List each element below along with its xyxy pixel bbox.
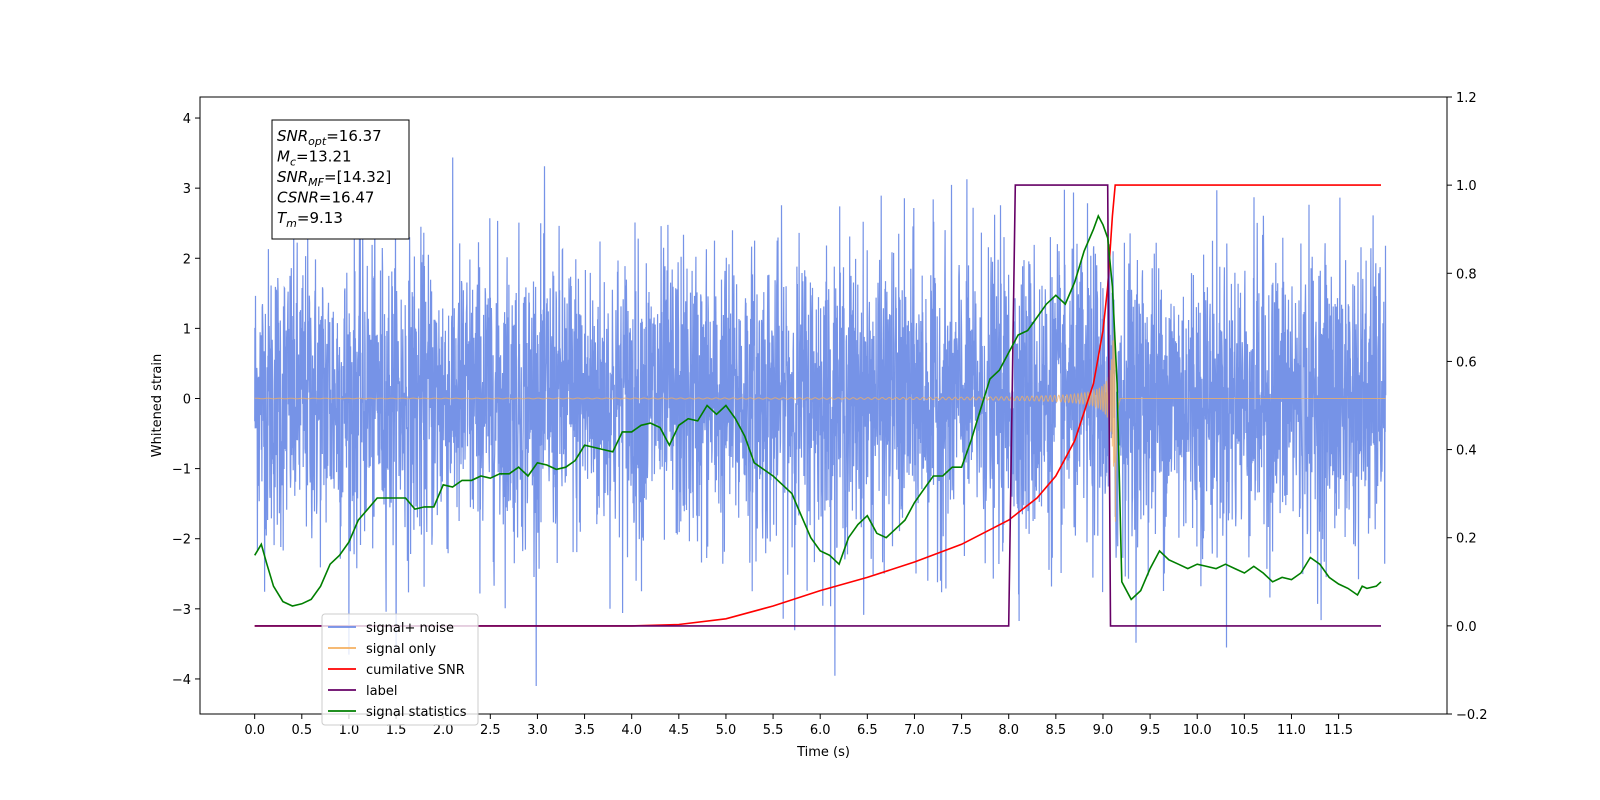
y-right-tick-label: 0.0: [1456, 620, 1477, 635]
x-tick-label: 6.5: [857, 723, 878, 738]
y-right-tick-label: 0.8: [1456, 267, 1477, 282]
info-value: =16.37: [326, 127, 382, 145]
y-left-tick-label: 4: [183, 112, 191, 127]
info-line: SNRMF=[14.32]: [277, 168, 391, 189]
x-tick-label: 6.0: [810, 723, 831, 738]
series-label: [254, 184, 1381, 627]
x-tick-label: 0.0: [244, 723, 265, 738]
x-tick-label: 2.5: [480, 723, 501, 738]
series-signal-noise: [254, 157, 1387, 687]
y-left-tick-label: 1: [183, 322, 191, 337]
info-line: CSNR=16.47: [277, 189, 374, 207]
y-left-tick-label: −4: [172, 673, 191, 688]
info-line: SNRopt=16.37: [277, 127, 382, 148]
y-left-tick-label: 3: [183, 182, 191, 197]
x-tick-label: 10.0: [1183, 723, 1212, 738]
info-subscript: opt: [308, 135, 327, 148]
legend-frame: [321, 613, 479, 726]
info-symbol: T: [277, 209, 288, 227]
x-tick-label: 2.0: [433, 723, 454, 738]
x-tick-label: 8.0: [998, 723, 1019, 738]
x-tick-label: 5.0: [716, 723, 737, 738]
x-axis-label: Time (s): [796, 745, 850, 760]
x-tick-label: 4.5: [668, 723, 689, 738]
info-line: Mc=13.21: [277, 148, 352, 169]
x-tick-label: 9.5: [1140, 723, 1161, 738]
y-right-tick-label: 0.4: [1456, 444, 1477, 459]
axes-frame: [199, 96, 1448, 715]
series-signal-statistics: [254, 214, 1382, 607]
legend-label: label: [366, 684, 397, 699]
x-tick-label: 7.0: [904, 723, 925, 738]
x-tick-label: 11.0: [1277, 723, 1306, 738]
info-value: =9.13: [297, 209, 343, 227]
x-tick-label: 7.5: [951, 723, 972, 738]
info-value: =13.21: [296, 148, 352, 166]
info-symbol: CSNR: [277, 189, 319, 207]
x-tick-label: 8.5: [1045, 723, 1066, 738]
x-tick-label: 3.0: [527, 723, 548, 738]
x-tick-label: 1.5: [386, 723, 407, 738]
y-axis-right: 1.2 1.0 0.8 0.6 0.4 0.2 0.0 −0.2: [1447, 91, 1488, 723]
y-right-tick-label: 1.0: [1456, 179, 1477, 194]
y-right-tick-label: −0.2: [1456, 708, 1488, 723]
info-subscript: MF: [308, 176, 324, 189]
y-left-tick-label: −1: [172, 463, 191, 478]
info-subscript: m: [286, 217, 297, 230]
x-tick-label: 0.5: [291, 723, 312, 738]
plot-area: [254, 157, 1387, 687]
x-tick-label: 10.5: [1230, 723, 1259, 738]
y-left-tick-label: −2: [172, 533, 191, 548]
info-box: SNRopt=16.37Mc=13.21SNRMF=[14.32]CSNR=16…: [271, 119, 410, 240]
y-left-tick-label: 0: [183, 392, 191, 407]
series-signal-only: [254, 327, 1386, 522]
info-value: =16.47: [319, 189, 375, 207]
info-subscript: c: [290, 156, 296, 169]
y-axis-label: Whitened strain: [150, 354, 165, 457]
legend-label: signal statistics: [366, 705, 467, 720]
info-box-frame: [271, 119, 410, 240]
info-line: Tm=9.13: [277, 209, 343, 230]
info-symbol: SNR: [277, 168, 308, 186]
y-right-tick-label: 0.6: [1456, 355, 1477, 370]
legend: signal+ noise signal only cumilative SNR la…: [321, 613, 479, 726]
x-tick-label: 11.5: [1324, 723, 1353, 738]
y-axis-left: 4 3 2 1 0 −1 −2 −3 −4: [172, 112, 200, 688]
y-right-tick-label: 1.2: [1456, 91, 1477, 106]
legend-label: signal only: [366, 642, 436, 657]
legend-label: signal+ noise: [366, 621, 454, 636]
x-tick-label: 4.0: [621, 723, 642, 738]
x-tick-label: 3.5: [574, 723, 595, 738]
info-symbol: SNR: [277, 127, 308, 145]
legend-label: cumilative SNR: [366, 663, 465, 678]
info-symbol: M: [277, 148, 290, 166]
x-axis: 0.0 0.5 1.0 1.5 2.0 2.5 3.0 3.5 4.0 4.5 5.0 5.5 6.0 6…: [244, 714, 1353, 738]
y-right-tick-label: 0.2: [1456, 532, 1477, 547]
y-left-tick-label: 2: [183, 252, 191, 267]
x-tick-label: 1.0: [339, 723, 360, 738]
y-left-tick-label: −3: [172, 603, 191, 618]
info-value: =[14.32]: [324, 168, 391, 186]
x-tick-label: 5.5: [763, 723, 784, 738]
x-tick-label: 9.0: [1093, 723, 1114, 738]
